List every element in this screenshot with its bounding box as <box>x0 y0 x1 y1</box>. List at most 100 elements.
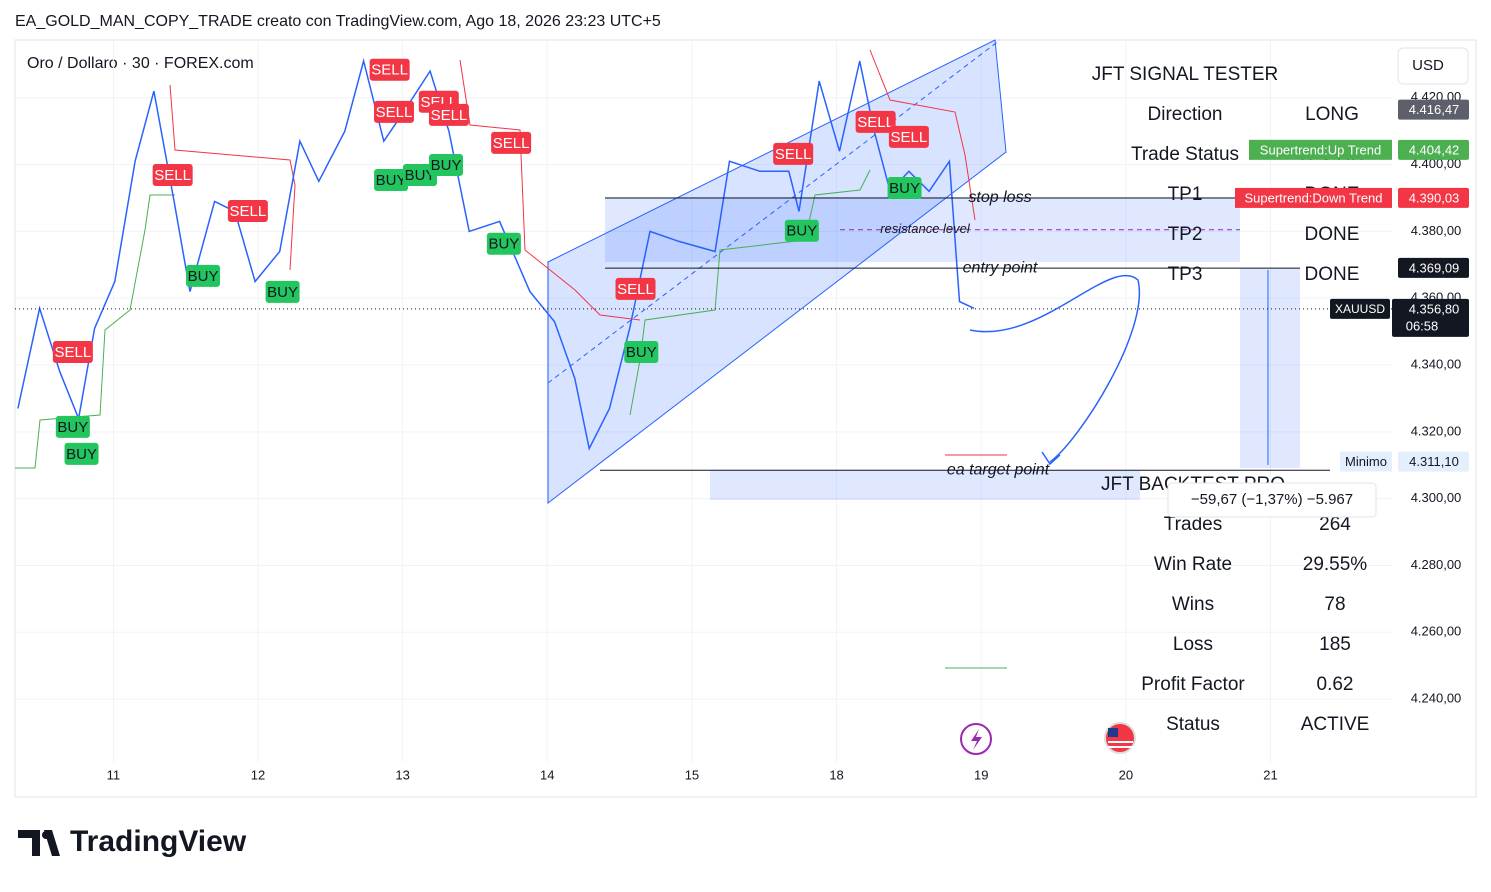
signal-box <box>369 58 410 81</box>
signal-label: BUY <box>376 172 407 189</box>
y-tick-label: 4.380,00 <box>1411 223 1462 238</box>
signal-box <box>152 163 193 186</box>
table-cell: Profit Factor <box>1141 674 1245 695</box>
signal-box <box>486 232 521 255</box>
y-tick-label: 4.260,00 <box>1411 624 1462 639</box>
y-tick-label: 4.300,00 <box>1411 490 1462 505</box>
x-tick-label: 13 <box>395 767 409 782</box>
signal-label: SELL <box>617 281 654 298</box>
indicator-name: Minimo <box>1345 454 1387 469</box>
logo-icon <box>18 830 60 856</box>
signal-label: SELL <box>230 203 267 220</box>
table-cell: Trade Status <box>1131 144 1239 165</box>
signal-box <box>373 100 414 123</box>
price-tag-label: 4.404,42 <box>1409 142 1460 157</box>
x-tick-label: 15 <box>685 767 699 782</box>
price-tag-label: 4.369,09 <box>1409 260 1460 275</box>
countdown: 06:58 <box>1406 318 1439 333</box>
x-tick-label: 20 <box>1119 767 1133 782</box>
table-cell: Direction <box>1148 104 1223 125</box>
x-tick-label: 18 <box>829 767 843 782</box>
signal-label: BUY <box>188 268 219 285</box>
symbol: Oro / Dollaro · 30 · FOREX.com <box>27 55 254 72</box>
measure-text: −59,67 (−1,37%) −5.967 <box>1191 491 1353 508</box>
last-price-tag <box>1392 298 1469 337</box>
currency[interactable]: USD <box>1412 57 1444 74</box>
tags: −59,67 (−1,37%) −5.967 4.416,47 4.404,42 Su… <box>1167 99 1469 518</box>
signal-label: BUY <box>66 446 97 463</box>
logo: TradingView <box>70 825 247 858</box>
x-tick-label: 21 <box>1263 767 1277 782</box>
table-title: JFT SIGNAL TESTER <box>1092 64 1279 85</box>
signal-label: BUY <box>786 223 817 240</box>
price-tag-label: 4.390,03 <box>1409 190 1460 205</box>
table-cell: 264 <box>1319 514 1351 535</box>
y-tick-label: 4.340,00 <box>1411 356 1462 371</box>
signal-label: SELL <box>376 104 413 121</box>
signal-box <box>428 103 469 126</box>
indicator-name: Supertrend:Up Trend <box>1260 142 1381 157</box>
x-tick-label: 14 <box>540 767 554 782</box>
symbol-tag-label: XAUUSD <box>1335 302 1385 316</box>
signal-label: BUY <box>267 284 298 301</box>
table-cell: Win Rate <box>1154 554 1232 575</box>
signal-box <box>64 442 99 465</box>
table-cell: ACTIVE <box>1301 714 1370 735</box>
x-tick-label: 12 <box>251 767 265 782</box>
table-cell: DONE <box>1305 264 1360 285</box>
table-cell: 78 <box>1324 594 1345 615</box>
signal-label: SELL <box>775 146 812 163</box>
table-cell: 185 <box>1319 634 1351 655</box>
x-tick-label: 11 <box>107 767 121 782</box>
signal-label: SELL <box>493 135 530 152</box>
price-tag <box>1398 187 1469 208</box>
table-cell: DONE <box>1305 224 1360 245</box>
indicator-tag <box>1235 187 1392 208</box>
signal-box <box>429 153 464 176</box>
signal-label: BUY <box>405 167 436 184</box>
price-tag-label: 4.416,47 <box>1409 102 1460 117</box>
signal-label: BUY <box>57 419 88 436</box>
caption: EA_GOLD_MAN_COPY_TRADE creato con Tradin… <box>15 13 661 30</box>
signal-box <box>773 142 814 165</box>
lightning <box>971 729 982 750</box>
table-cell: TP3 <box>1168 264 1203 285</box>
table-cell: Trades <box>1164 514 1222 535</box>
table-cell: TP1 <box>1168 184 1203 205</box>
table-cell: TP2 <box>1168 224 1203 245</box>
table-cell: Loss <box>1173 634 1213 655</box>
symbol-tag <box>1330 298 1390 319</box>
signal-box <box>624 341 659 364</box>
channel <box>547 39 1007 505</box>
supertrend <box>869 49 976 221</box>
price-tag <box>1398 139 1469 160</box>
signal-label: BUY <box>488 236 519 253</box>
zone <box>710 470 1140 500</box>
signal-label: SELL <box>154 167 191 184</box>
supertrend <box>169 84 296 271</box>
y-tick-label: 4.320,00 <box>1411 423 1462 438</box>
indicator-tag <box>1249 139 1392 160</box>
flag-icon[interactable] <box>1104 722 1136 754</box>
measure-zone <box>1240 268 1300 468</box>
signal-box <box>855 110 896 133</box>
signal-label: SELL <box>891 129 928 146</box>
signal-box <box>888 125 929 148</box>
currency-button[interactable] <box>1397 47 1469 85</box>
logo-dot <box>42 831 50 839</box>
signal-label: SELL <box>431 107 468 124</box>
signal-box <box>265 280 300 303</box>
signal-box <box>374 168 409 191</box>
last-price: 4.356,80 <box>1409 301 1460 316</box>
level-label: resistance level <box>880 221 971 236</box>
signal-label: BUY <box>626 344 657 361</box>
signal-box <box>403 163 437 186</box>
signal-box <box>227 200 268 223</box>
signal-label: SELL <box>371 62 408 79</box>
signal-box <box>887 176 922 199</box>
signal-box <box>52 341 93 364</box>
level-label: entry point <box>963 259 1038 276</box>
signal-box <box>491 131 532 154</box>
y-tick-label: 4.280,00 <box>1411 557 1462 572</box>
signal-label: BUY <box>889 180 920 197</box>
